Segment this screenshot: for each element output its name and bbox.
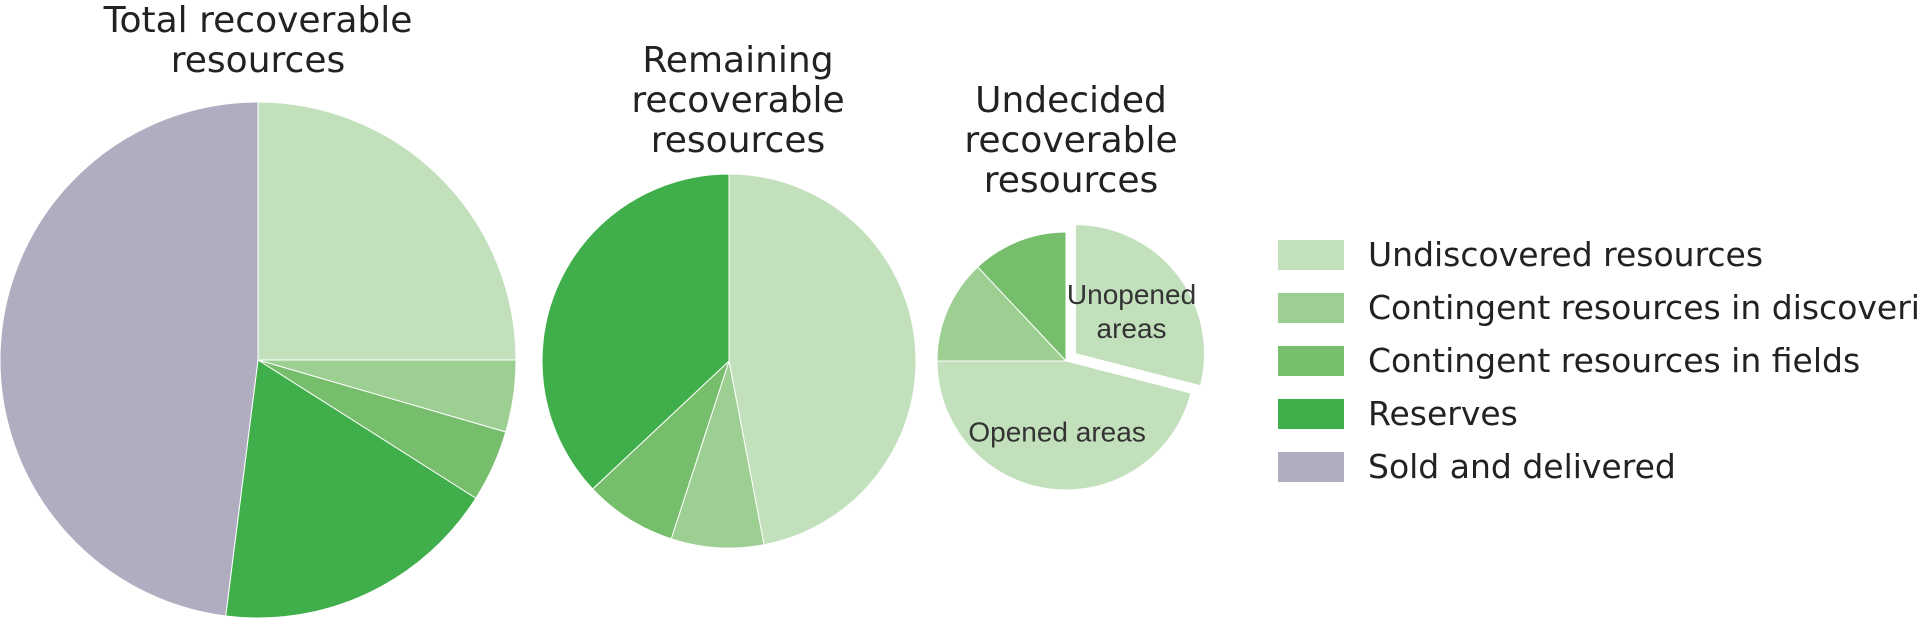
chart-2-slice-contingent-resources-in-fields: [591, 360, 730, 540]
legend-label-sold-and-delivered: Sold and delivered: [1368, 447, 1676, 486]
chart-1-slice-sold-and-delivered: [0, 101, 259, 617]
chart-1-slice-reserves: [225, 359, 477, 619]
legend-swatch-undiscovered-resources: [1278, 240, 1344, 270]
chart-2-title-line: Remaining: [642, 40, 833, 81]
chart-3-slice-label: Unopened: [1067, 279, 1196, 310]
chart-1-title-line: resources: [171, 40, 345, 81]
legend-label-contingent-resources-in-discoveries: Contingent resources in discoveries: [1368, 288, 1920, 327]
legend-swatch-contingent-resources-in-discoveries: [1278, 293, 1344, 323]
legend-swatch-reserves: [1278, 399, 1344, 429]
chart-3-slice-contingent-resources-in-discoveries: [936, 266, 1068, 362]
chart-3-slice-label: areas: [1097, 313, 1167, 344]
legend-swatch-contingent-resources-in-fields: [1278, 346, 1344, 376]
chart-2-title-line: recoverable: [631, 80, 844, 121]
legend-swatch-sold-and-delivered: [1278, 452, 1344, 482]
legend-label-reserves: Reserves: [1368, 394, 1518, 433]
chart-2-slice-reserves: [541, 173, 730, 490]
chart-3-slice-label: Opened areas: [968, 416, 1145, 447]
chart-3-title-line: resources: [984, 160, 1158, 201]
chart-2-slice-contingent-resources-in-discoveries: [670, 360, 765, 549]
chart-2-slice-undiscovered-resources: [728, 173, 917, 546]
chart-3-slice-contingent-resources-in-fields: [976, 231, 1067, 363]
chart-3-title-line: recoverable: [964, 120, 1177, 161]
chart-3-slice-undiscovered-resources: [936, 360, 1192, 491]
chart-3-title-line: Undecided: [975, 80, 1167, 121]
legend-label-undiscovered-resources: Undiscovered resources: [1368, 235, 1763, 274]
legend-label-contingent-resources-in-fields: Contingent resources in fields: [1368, 341, 1860, 380]
chart-2-title-line: resources: [651, 120, 825, 161]
chart-1-slice-undiscovered-resources: [257, 101, 517, 361]
chart-3-slice-undiscovered-resources: [1074, 224, 1205, 387]
chart-1-title-line: Total recoverable: [103, 0, 413, 41]
